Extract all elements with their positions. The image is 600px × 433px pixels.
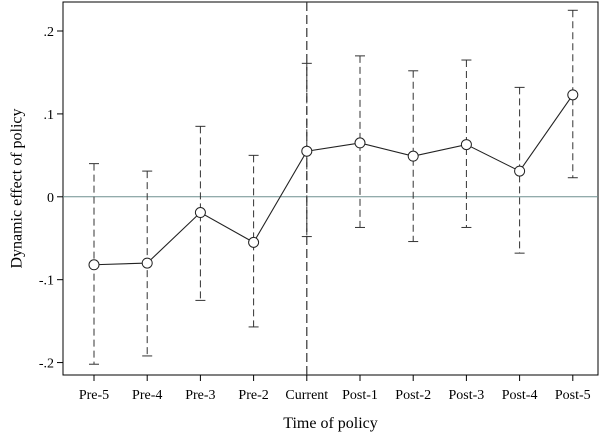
ci-bar xyxy=(408,70,419,243)
estimate-point xyxy=(407,150,419,162)
y-tick-label: .2 xyxy=(44,25,55,40)
y-axis-title: Dynamic effect of policy xyxy=(9,108,26,268)
y-tick-label: -.1 xyxy=(39,274,54,289)
x-tick-label: Pre-5 xyxy=(79,388,109,403)
estimate-point xyxy=(460,139,472,151)
x-tick-label: Post-5 xyxy=(555,388,591,403)
x-tick-label: Post-3 xyxy=(449,388,485,403)
reference-lines xyxy=(63,2,598,375)
confidence-intervals xyxy=(89,9,578,365)
estimate-point xyxy=(141,257,153,269)
y-tick-label: 0 xyxy=(47,191,54,206)
x-tick-label: Post-1 xyxy=(342,388,378,403)
y-tick-label: .1 xyxy=(44,108,55,123)
x-tick-label: Post-4 xyxy=(502,388,538,403)
estimate-point xyxy=(301,145,313,157)
plot-frame xyxy=(62,1,599,376)
x-tick-label: Pre-4 xyxy=(132,388,162,403)
estimate-point xyxy=(567,89,579,101)
x-tick-label: Post-2 xyxy=(395,388,431,403)
ci-bar xyxy=(301,62,312,238)
axes: -.2 -.1 0 .1 .2 Pre-5 Pre-4 Pre-3 Pre-2 Current Po… xyxy=(39,1,599,403)
x-tick-label: Current xyxy=(285,388,328,403)
estimate-point xyxy=(248,236,260,248)
ci-bar xyxy=(355,55,365,228)
ci-bar xyxy=(195,125,206,301)
estimate-point xyxy=(88,259,100,271)
series xyxy=(88,89,579,271)
x-axis-title: Time of policy xyxy=(283,415,378,432)
ci-bar xyxy=(248,154,259,328)
x-tick-label: Pre-2 xyxy=(238,388,268,403)
y-tick-label: -.2 xyxy=(39,357,54,372)
estimate-line xyxy=(93,94,574,266)
x-tick-label: Pre-3 xyxy=(185,388,215,403)
estimate-point xyxy=(194,207,206,219)
estimate-point xyxy=(514,165,526,177)
estimate-point xyxy=(354,137,366,149)
